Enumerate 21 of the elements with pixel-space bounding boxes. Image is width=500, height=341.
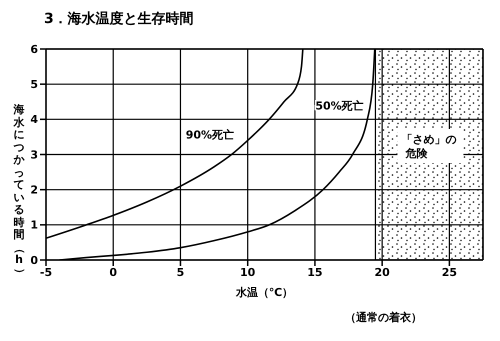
text: （通常の着衣）: [345, 310, 422, 325]
series-label: 90%死亡: [186, 128, 234, 142]
y-tick-label: 5: [30, 78, 38, 92]
x-axis-title: 水温（℃）: [234, 286, 294, 299]
y-tick-label: 6: [30, 42, 38, 56]
x-tick-label: -5: [40, 266, 52, 279]
series-label: 50%死亡: [315, 99, 364, 112]
x-tick-label: 10: [240, 266, 256, 279]
y-tick-label: 0: [30, 254, 38, 267]
text: 海水につかっている時間（h）: [13, 103, 26, 278]
y-tick-label: 3: [30, 148, 38, 162]
x-tick-label: 25: [442, 266, 458, 279]
x-tick-label: 5: [176, 266, 184, 279]
x-tick-label: 20: [374, 266, 390, 279]
band-label: 「さめ」の危険: [401, 133, 456, 160]
x-tick-label: 0: [109, 266, 118, 279]
y-tick-label: 2: [30, 184, 38, 197]
y-tick-label: 4: [30, 113, 38, 126]
x-tick-label: 15: [307, 266, 323, 279]
y-tick-label: 1: [30, 218, 38, 232]
chart-title: 3．海水温度と生存時間: [44, 10, 194, 28]
